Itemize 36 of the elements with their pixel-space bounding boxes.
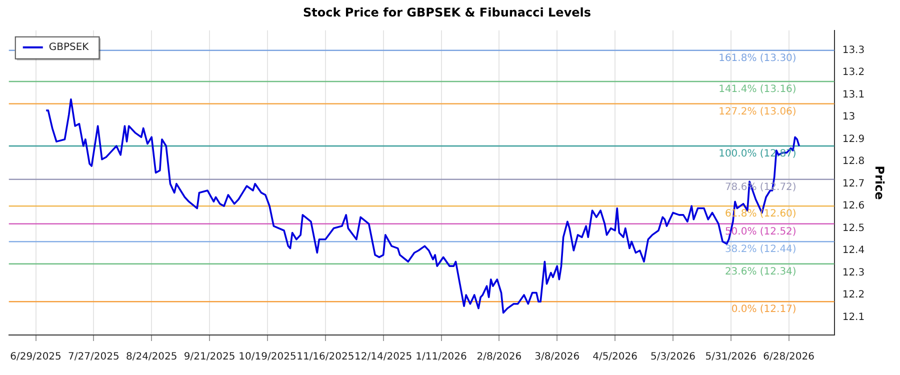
x-tick-label: 10/19/2025 [238, 352, 296, 363]
y-tick-label: 12.5 [842, 222, 865, 234]
y-tick-label: 12.4 [842, 245, 865, 256]
ref-line-label: 127.2% (13.06) [718, 106, 796, 118]
ref-line-label: 161.8% (13.30) [718, 53, 796, 64]
x-tick-label: 2/8/2026 [476, 352, 522, 363]
y-tick-label: 12.7 [842, 178, 865, 190]
y-tick-label: 13.3 [842, 45, 865, 56]
x-tick-label: 4/5/2026 [592, 352, 638, 363]
y-tick-label: 12.3 [842, 267, 865, 278]
x-tick-label: 6/29/2025 [10, 352, 62, 363]
ref-line-label: 23.6% (12.34) [724, 266, 796, 278]
x-tick-label: 6/28/2026 [763, 352, 814, 363]
ref-line-label: 0.0% (12.17) [731, 304, 796, 316]
x-tick-label: 7/27/2025 [68, 352, 120, 363]
legend-label: GBPSEK [48, 42, 90, 53]
x-tick-label: 5/3/2026 [650, 352, 696, 363]
y-axis-title: Price [872, 166, 887, 200]
x-tick-label: 11/16/2025 [296, 352, 354, 363]
y-tick-label: 13 [842, 112, 856, 123]
y-tick-label: 13.2 [842, 67, 865, 78]
y-tick-label: 12.1 [842, 312, 865, 323]
chart-title: Stock Price for GBPSEK & Fibunacci Levels [302, 5, 592, 20]
y-tick-label: 12.6 [842, 200, 865, 212]
ref-line-label: 38.2% (12.44) [724, 244, 796, 256]
y-tick-label: 13.1 [842, 89, 865, 100]
x-tick-label: 9/21/2025 [184, 352, 236, 363]
y-tick-label: 12.9 [842, 134, 865, 145]
x-tick-label: 8/24/2025 [126, 352, 178, 363]
x-tick-label: 1/11/2026 [416, 352, 467, 363]
x-tick-label: 12/14/2025 [354, 352, 412, 363]
x-tick-label: 3/8/2026 [534, 352, 580, 363]
ref-line-label: 141.4% (13.16) [718, 84, 796, 96]
y-tick-label: 12.8 [842, 156, 865, 168]
y-tick-label: 12.2 [842, 290, 865, 301]
x-tick-label: 5/31/2026 [705, 352, 757, 363]
